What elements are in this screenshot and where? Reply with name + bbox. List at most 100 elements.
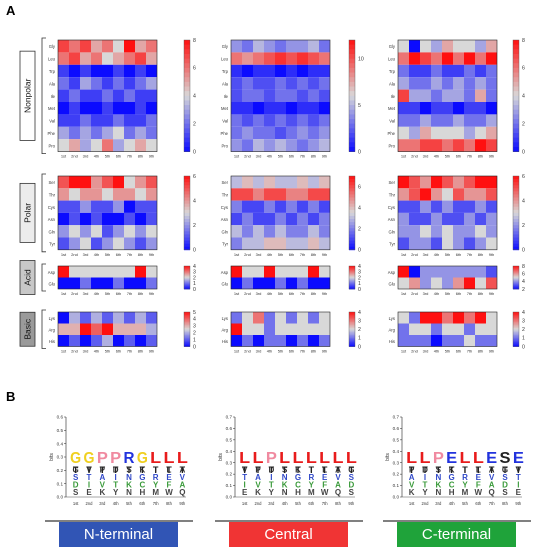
colorbar-tick-label: 10 xyxy=(358,56,364,62)
heatmap-cell xyxy=(442,139,453,152)
logo-letter: L xyxy=(476,466,481,475)
heatmap-cell xyxy=(102,266,113,278)
colorbar-segment xyxy=(184,86,190,92)
heatmap-cell xyxy=(464,200,475,213)
heatmap-cell xyxy=(409,139,420,152)
heatmap-cell xyxy=(113,266,124,278)
heatmap-cell xyxy=(398,176,409,189)
heatmap-x-tick-label: 8th xyxy=(138,349,144,354)
heatmap-cell xyxy=(431,40,442,53)
logo-y-tick-label: 0.3 xyxy=(57,455,64,460)
logo-y-tick-label: 0.6 xyxy=(57,415,64,420)
logo-letter: Q xyxy=(489,488,495,497)
heatmap-cell xyxy=(398,225,409,238)
heatmap-cell xyxy=(146,225,157,238)
heatmap-row-label: Asn xyxy=(221,217,229,222)
colorbar-segment xyxy=(513,314,519,317)
logo-letter: T xyxy=(87,473,92,482)
heatmap-cell xyxy=(297,266,308,278)
heatmap-row-label: Ser xyxy=(48,180,55,185)
colorbar-tick-label: 8 xyxy=(522,38,525,44)
colorbar-segment xyxy=(349,266,355,269)
heatmap-cell xyxy=(231,335,242,347)
heatmap-cell xyxy=(58,277,69,289)
heatmap-cell xyxy=(242,89,253,102)
colorbar-segment xyxy=(349,277,355,279)
heatmap-cell xyxy=(486,126,497,140)
logo-y-axis-label: bits xyxy=(49,453,55,461)
colorbar-segment xyxy=(184,282,190,284)
logo-letter: H xyxy=(295,488,301,497)
logo-letter: V xyxy=(86,466,92,475)
colorbar-frame xyxy=(512,311,520,347)
logo-x-tick-label: 5th xyxy=(295,501,301,506)
colorbar-segment xyxy=(513,185,519,189)
heatmap-frame xyxy=(230,39,331,152)
logo-y-tick-label: 0.3 xyxy=(393,460,400,465)
colorbar-segment xyxy=(184,324,190,327)
colorbar-segment xyxy=(349,95,355,101)
heatmap-x-tick-label: 2nd xyxy=(71,252,78,257)
colorbar-tick-label: 2 xyxy=(358,227,361,233)
heatmap-cell xyxy=(420,335,431,347)
heatmap-cell xyxy=(297,200,308,213)
heatmap-cell xyxy=(124,188,135,201)
heatmap-row-label: Gln xyxy=(48,229,55,234)
heatmap-cell xyxy=(69,312,80,324)
logo-letter: P xyxy=(433,450,444,467)
colorbar-segment xyxy=(513,339,519,342)
colorbar-segment xyxy=(513,333,519,336)
heatmap-cell xyxy=(264,312,275,324)
heatmap-cell xyxy=(58,139,69,152)
heatmap-cell xyxy=(475,335,486,347)
colorbar-segment xyxy=(513,266,519,269)
heatmap-cell xyxy=(242,335,253,347)
heatmap-x-tick-label: 1st xyxy=(401,154,407,159)
heatmap-row-label: Tyr xyxy=(49,242,55,247)
logo-letter: T xyxy=(113,465,119,475)
heatmap-cell xyxy=(453,139,464,152)
logo-letter: T xyxy=(489,465,495,475)
logo-letter: A xyxy=(255,473,261,482)
heatmap-cell xyxy=(420,225,431,238)
heatmap-cell xyxy=(253,77,264,90)
heatmap-cell xyxy=(253,266,264,278)
logo-letter: K xyxy=(409,488,415,497)
logo-letter: T xyxy=(463,466,468,475)
heatmap-row-label: Glu xyxy=(221,281,228,286)
colorbar-segment xyxy=(513,234,519,238)
colorbar-segment xyxy=(184,114,190,120)
heatmap-cell xyxy=(242,52,253,65)
heatmap-cell xyxy=(146,102,157,115)
logo-letter: L xyxy=(253,450,264,467)
group-label: Basic xyxy=(23,318,33,340)
logo-letter: V xyxy=(255,481,261,490)
heatmap-cell xyxy=(253,102,264,115)
colorbar-tick-label: 0 xyxy=(358,248,361,254)
logo-letter: F xyxy=(167,481,172,490)
logo-letter: T xyxy=(282,465,288,475)
heatmap-cell xyxy=(431,176,442,189)
heatmap-cell xyxy=(124,225,135,238)
heatmap-x-tick-label: 3rd xyxy=(423,291,429,296)
colorbar-segment xyxy=(349,58,355,64)
colorbar-segment xyxy=(184,313,190,316)
heatmap-cell xyxy=(319,40,330,53)
colorbar-tick-label: 2 xyxy=(522,327,525,333)
heatmap-cell xyxy=(319,176,330,189)
heatmap-cell xyxy=(124,77,135,90)
logo-letter: K xyxy=(435,481,441,490)
heatmap-row-label: His xyxy=(49,339,55,344)
heatmap-cell xyxy=(442,64,453,78)
colorbar-segment xyxy=(513,40,519,46)
heatmap-x-tick-label: 1st xyxy=(234,154,240,159)
colorbar-segment xyxy=(349,286,355,288)
group-label-box xyxy=(19,260,36,295)
colorbar-tick-label: 2 xyxy=(358,327,361,333)
logo-x-tick-label: 3rd xyxy=(99,501,106,506)
logo-x-tick-label: 5th xyxy=(126,501,132,506)
heatmap-cell xyxy=(308,225,319,238)
logo-x-tick-label: 7th xyxy=(489,501,495,506)
colorbar-segment xyxy=(184,281,190,283)
logo-letter: E xyxy=(476,473,482,482)
